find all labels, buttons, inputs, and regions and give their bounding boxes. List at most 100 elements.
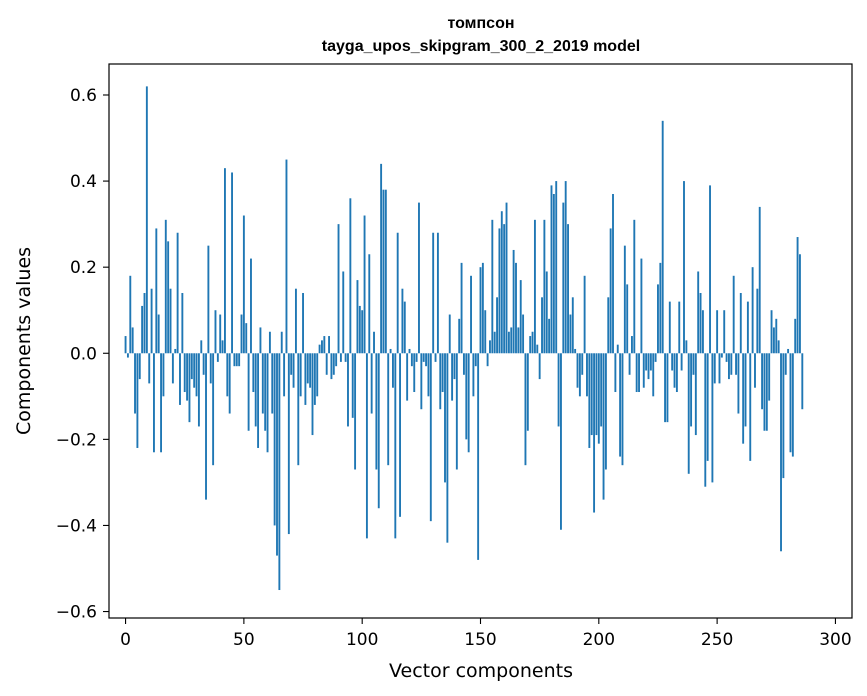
bar	[330, 353, 333, 380]
x-tick-label: 150	[464, 630, 496, 650]
bar	[455, 353, 458, 470]
bar	[500, 211, 503, 354]
bar	[200, 340, 203, 354]
bar	[735, 353, 737, 375]
bar	[190, 353, 193, 380]
bar	[410, 353, 413, 367]
bar	[737, 353, 740, 414]
bar	[446, 353, 449, 543]
bar	[323, 336, 326, 354]
bar	[339, 353, 342, 362]
bar	[370, 353, 373, 414]
bar	[526, 353, 529, 431]
bar	[377, 353, 380, 509]
y-tick-label: 0.2	[70, 258, 97, 278]
bar	[266, 353, 269, 453]
bar	[647, 353, 650, 380]
bar	[746, 301, 749, 354]
bar	[415, 353, 418, 362]
y-tick-label: −0.6	[56, 603, 97, 623]
bar	[671, 353, 674, 371]
bar	[380, 163, 383, 354]
bar	[635, 353, 638, 393]
bar	[126, 353, 129, 358]
bar	[188, 353, 191, 423]
bar	[297, 353, 300, 466]
bar	[661, 120, 664, 354]
plot-frame	[108, 63, 853, 619]
bar	[276, 353, 278, 556]
bar	[216, 353, 219, 362]
y-tick-label: 0.4	[70, 172, 97, 192]
bar	[451, 353, 454, 401]
y-axis-label: Components values	[13, 247, 35, 435]
bar	[413, 353, 416, 393]
bar	[612, 194, 614, 354]
bar	[205, 353, 207, 500]
bar	[642, 353, 645, 388]
bar	[460, 262, 463, 354]
x-tick-label: 250	[701, 630, 733, 650]
bar	[770, 310, 773, 354]
bar	[162, 353, 165, 397]
bar	[533, 219, 536, 354]
bar	[136, 353, 139, 448]
bar	[465, 353, 468, 440]
bar	[713, 353, 716, 384]
bar	[706, 353, 709, 461]
bar	[552, 194, 555, 354]
bar	[505, 202, 508, 354]
bar	[659, 262, 662, 354]
bar	[422, 353, 425, 362]
bar	[626, 284, 629, 354]
bar	[406, 353, 409, 401]
bar	[375, 353, 378, 470]
bar	[652, 353, 655, 397]
bar	[640, 258, 643, 354]
bar	[179, 353, 181, 405]
bar	[510, 327, 513, 354]
bar	[150, 288, 153, 354]
bar	[472, 353, 475, 397]
bar	[221, 340, 224, 354]
bar	[347, 353, 349, 427]
bar	[571, 297, 574, 354]
bar	[673, 353, 676, 388]
bar	[675, 353, 678, 393]
bar	[614, 353, 617, 393]
bar	[789, 353, 792, 453]
bar	[765, 353, 768, 431]
bar	[252, 353, 255, 393]
x-tick-label: 100	[346, 630, 378, 650]
bar	[649, 353, 652, 371]
bar	[245, 323, 248, 354]
bar	[507, 331, 510, 354]
bar	[557, 353, 560, 427]
bar	[448, 314, 451, 354]
bar	[309, 353, 312, 388]
bar	[436, 232, 439, 354]
bar	[772, 327, 775, 354]
bar	[522, 314, 525, 354]
bar	[399, 353, 401, 517]
bar	[496, 297, 499, 354]
bar	[294, 288, 297, 354]
bar	[699, 293, 702, 354]
bar	[129, 275, 132, 354]
bar	[725, 353, 728, 362]
bar	[278, 353, 281, 591]
bar	[358, 305, 361, 354]
bar	[782, 353, 785, 479]
bar	[240, 314, 243, 354]
bar	[233, 353, 236, 367]
bar	[567, 224, 569, 354]
bar	[685, 340, 688, 354]
bar	[768, 353, 771, 401]
bar	[392, 353, 394, 388]
bar	[799, 254, 801, 354]
bar	[434, 353, 437, 362]
bar	[138, 353, 141, 380]
x-tick-label: 0	[120, 630, 131, 650]
bar	[131, 327, 134, 354]
bar	[784, 353, 787, 375]
